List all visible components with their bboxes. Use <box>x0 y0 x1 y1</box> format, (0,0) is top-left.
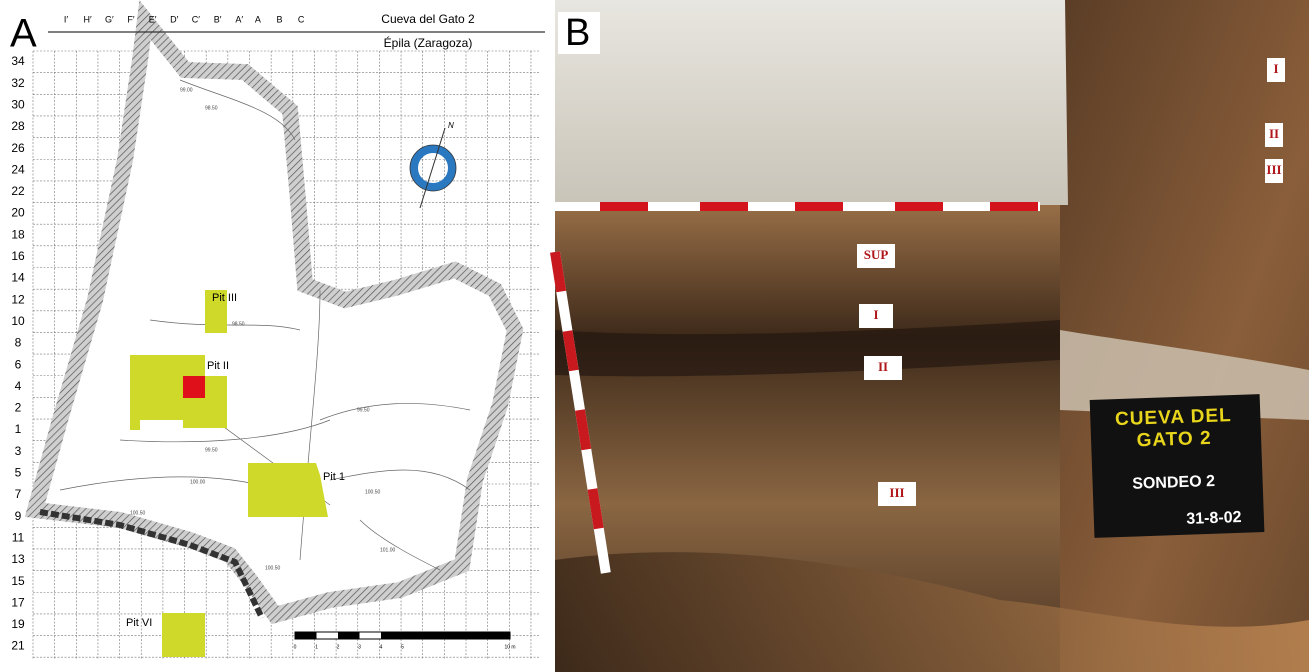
column-label: B′ <box>214 14 222 24</box>
contour-label: 100.50 <box>130 510 146 516</box>
row-label: 7 <box>15 487 22 501</box>
contour-label: 99.50 <box>357 407 370 413</box>
row-label: 20 <box>11 206 25 220</box>
pit-label: Pit VI <box>126 617 152 629</box>
contour-label: 100.00 <box>190 479 206 485</box>
row-label: 2 <box>15 401 22 415</box>
contour-label: 99.50 <box>205 447 218 453</box>
row-label: 11 <box>12 530 25 544</box>
tag-label: I <box>873 307 878 322</box>
sign-text: CUEVA DEL <box>1115 405 1232 430</box>
title: Cueva del Gato 2 <box>381 12 475 26</box>
column-label: F′ <box>127 14 134 24</box>
row-label: 21 <box>11 639 25 653</box>
pit <box>248 463 328 517</box>
column-label: G′ <box>105 14 114 24</box>
row-label: 18 <box>11 227 25 241</box>
row-label: 22 <box>11 184 25 198</box>
row-label: 1 <box>15 422 22 436</box>
row-label: 6 <box>15 357 22 371</box>
row-label: 3 <box>15 444 22 458</box>
row-label: 10 <box>11 314 25 328</box>
row-label: 16 <box>11 249 25 263</box>
sign-board: CUEVA DEL GATO 2 SONDEO 2 31-8-02 <box>1090 394 1265 538</box>
scale-label: 10 m <box>504 644 515 650</box>
row-label: 12 <box>11 292 25 306</box>
column-label: D′ <box>170 14 178 24</box>
column-label: E′ <box>149 14 157 24</box>
scale-label: 3 <box>358 644 361 650</box>
column-label: B <box>276 14 282 24</box>
scale-segment <box>403 632 511 639</box>
row-label: 9 <box>15 509 22 523</box>
column-label: A <box>255 14 261 24</box>
contour-label: 100.50 <box>265 565 281 571</box>
scale-label: 1 <box>315 644 318 650</box>
column-label: C′ <box>192 14 200 24</box>
pit-label: Pit 1 <box>323 471 345 483</box>
row-label: 24 <box>11 162 25 176</box>
photo: SUPIIIIIIIIIIII CUEVA DEL GATO 2 SONDEO … <box>550 0 1309 672</box>
top-block <box>555 0 1068 205</box>
column-label: I′ <box>64 14 69 24</box>
row-label: 13 <box>11 552 25 566</box>
contour-label: 99.00 <box>180 87 193 93</box>
row-label: 28 <box>11 119 25 133</box>
figure: N A Cueva del Gato 2 Épila (Zaragoza) 0 1… <box>0 0 1309 672</box>
pit-label: Pit II <box>207 360 229 372</box>
ruler-h <box>555 202 1040 211</box>
row-label: 4 <box>15 379 22 393</box>
scale-label: 0 <box>294 644 297 650</box>
contour-label: 101.00 <box>380 547 396 553</box>
compass: N <box>410 121 456 208</box>
scale-segment <box>338 632 360 639</box>
sign-text: 31-8-02 <box>1186 509 1242 528</box>
pit-red <box>183 376 205 398</box>
sign-text: GATO 2 <box>1136 428 1212 452</box>
row-label: 17 <box>11 595 25 609</box>
page: N A Cueva del Gato 2 Épila (Zaragoza) 0 1… <box>0 0 1309 672</box>
panel-label: B <box>565 12 590 54</box>
row-label: 34 <box>11 54 25 68</box>
site-plan: N A Cueva del Gato 2 Épila (Zaragoza) 0 1… <box>10 12 545 660</box>
subtitle: Épila (Zaragoza) <box>384 35 473 50</box>
row-label: 26 <box>11 141 25 155</box>
tag-label: SUP <box>864 247 889 262</box>
tag-label: III <box>1266 162 1281 177</box>
contour-label: 98.50 <box>205 105 218 111</box>
scale-label: 4 <box>380 644 383 650</box>
scale-segment <box>381 632 403 639</box>
column-label: C <box>298 14 305 24</box>
row-label: 19 <box>11 617 25 631</box>
column-label: H′ <box>84 14 92 24</box>
column-label: A′ <box>235 14 243 24</box>
pit <box>162 613 205 657</box>
panel-label: A <box>10 12 37 56</box>
contour-label: 100.50 <box>365 489 381 495</box>
tag-label: I <box>1273 61 1278 76</box>
row-label: 14 <box>11 271 25 285</box>
contour-label: 98.50 <box>232 321 245 327</box>
scale-label: 2 <box>337 644 340 650</box>
row-label: 30 <box>11 97 25 111</box>
scale-label: 5 <box>401 644 404 650</box>
sign-text: SONDEO 2 <box>1132 473 1215 493</box>
tag-label: II <box>1269 126 1279 141</box>
north-label: N <box>448 121 454 130</box>
row-label: 8 <box>15 336 22 350</box>
tag-label: II <box>878 359 888 374</box>
row-label: 5 <box>15 466 22 480</box>
tag-label: III <box>889 485 904 500</box>
row-label: 15 <box>11 574 25 588</box>
pit-label: Pit III <box>212 292 237 304</box>
row-label: 32 <box>11 76 25 90</box>
scale-segment <box>295 632 317 639</box>
